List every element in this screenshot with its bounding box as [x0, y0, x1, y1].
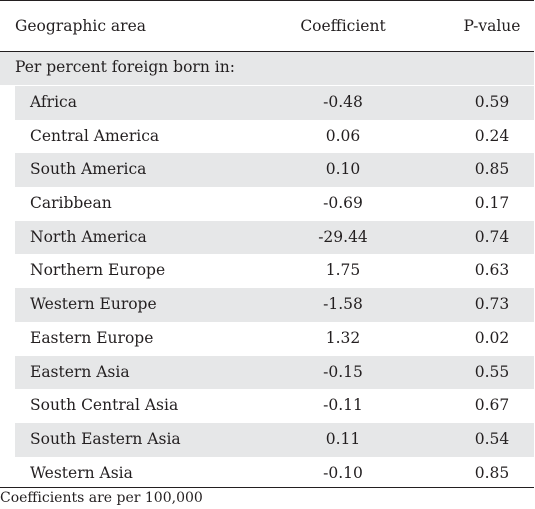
cell-geographic-area: South Eastern Asia: [30, 429, 181, 448]
cell-geographic-area: Northern Europe: [30, 261, 166, 280]
header-geographic-area: Geographic area: [15, 17, 146, 35]
cell-coefficient: 0.10: [325, 160, 361, 179]
cell-coefficient: -0.48: [323, 93, 363, 111]
row-shading: [15, 355, 534, 390]
cell-coefficient: -0.10: [323, 463, 363, 482]
cell-p-value: 0.85: [474, 160, 510, 179]
cell-p-value: 0.24: [474, 126, 510, 145]
cell-geographic-area: South America: [30, 160, 147, 179]
cell-coefficient: 1.32: [325, 328, 361, 347]
row-shading: [15, 86, 534, 120]
cell-p-value: 0.67: [474, 396, 510, 415]
table-row: Western Europe -1.58 0.73: [0, 288, 534, 322]
table-row: Eastern Asia -0.15 0.55: [0, 355, 534, 390]
table-header: Geographic area Coefficient P-value: [0, 0, 534, 52]
table-row: Eastern Europe 1.32 0.02: [0, 322, 534, 356]
cell-p-value: 0.85: [474, 463, 510, 482]
bottom-rule: [0, 487, 534, 488]
cell-p-value: 0.55: [474, 362, 510, 381]
cell-geographic-area: Africa: [30, 93, 77, 111]
header-coefficient: Coefficient: [300, 17, 386, 35]
cell-p-value: 0.54: [474, 429, 510, 448]
cell-coefficient: -0.11: [323, 396, 363, 415]
cell-coefficient: 0.06: [325, 126, 361, 145]
table-row: Central America 0.06 0.24: [0, 120, 534, 154]
row-shading: [15, 288, 534, 322]
cell-geographic-area: Eastern Asia: [30, 362, 130, 381]
cell-p-value: 0.17: [474, 194, 510, 213]
table-row: North America -29.44 0.74: [0, 220, 534, 255]
cell-coefficient: -29.44: [318, 227, 368, 246]
cell-p-value: 0.59: [474, 93, 510, 111]
cell-coefficient: 0.11: [325, 429, 361, 448]
section-label: Per percent foreign born in:: [15, 58, 235, 76]
cell-p-value: 0.02: [474, 328, 510, 347]
cell-geographic-area: Caribbean: [30, 194, 112, 213]
table-row: Caribbean -0.69 0.17: [0, 187, 534, 221]
table-body: Africa -0.48 0.59 Central America 0.06 0.24 So…: [0, 86, 534, 490]
cell-geographic-area: Central America: [30, 126, 160, 145]
cell-geographic-area: Western Asia: [30, 463, 133, 482]
cell-coefficient: 1.75: [325, 261, 361, 280]
section-row: Per percent foreign born in:: [0, 52, 534, 86]
cell-coefficient: -0.15: [323, 362, 363, 381]
row-shading: [15, 153, 534, 188]
table-row: Western Asia -0.10 0.85: [0, 457, 534, 491]
table-row: Africa -0.48 0.59: [0, 86, 534, 120]
header-p-value: P-value: [463, 17, 521, 35]
table-row: Northern Europe 1.75 0.63: [0, 254, 534, 288]
regression-table: Geographic area Coefficient P-value Per …: [0, 0, 534, 490]
cell-geographic-area: South Central Asia: [30, 396, 179, 415]
row-shading: [15, 422, 534, 457]
table-row: South America 0.10 0.85: [0, 153, 534, 188]
table-row: South Eastern Asia 0.11 0.54: [0, 422, 534, 457]
cell-p-value: 0.63: [474, 261, 510, 280]
cell-p-value: 0.73: [474, 295, 510, 314]
cell-geographic-area: Eastern Europe: [30, 328, 154, 347]
cell-geographic-area: Western Europe: [30, 295, 157, 314]
cell-geographic-area: North America: [30, 227, 147, 246]
cell-p-value: 0.74: [474, 227, 510, 246]
row-shading: [15, 220, 534, 255]
table-row: South Central Asia -0.11 0.67: [0, 389, 534, 423]
table-footnote: Coefficients are per 100,000: [0, 490, 203, 506]
cell-coefficient: -1.58: [323, 295, 363, 314]
cell-coefficient: -0.69: [323, 194, 363, 213]
